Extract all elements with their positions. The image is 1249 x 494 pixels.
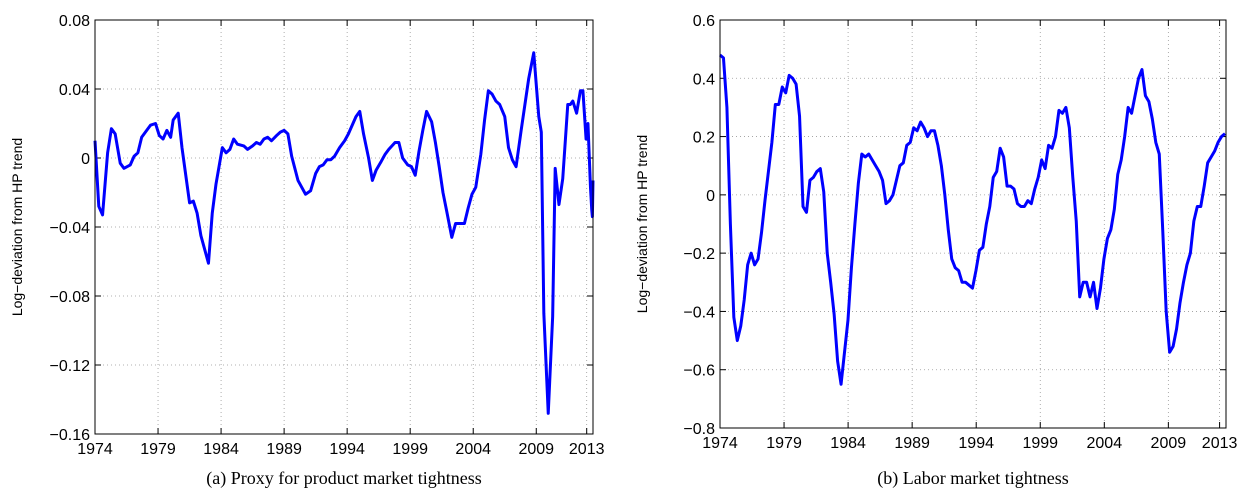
x-tick-label: 2004 [1087, 435, 1123, 452]
y-tick-label: −0.12 [50, 358, 91, 375]
y-tick-label: −0.04 [50, 220, 91, 237]
plot-frame [94, 19, 594, 435]
x-tick-label: 1994 [958, 435, 994, 452]
x-tick-label: 1989 [266, 441, 302, 458]
y-tick-label: −0.16 [50, 427, 91, 444]
x-tick-label: 1974 [702, 435, 738, 452]
x-tick-label: 1999 [1022, 435, 1058, 452]
y-tick-label: 0.4 [693, 71, 715, 88]
y-axis-label: Log−deviation from HP trend [9, 138, 25, 316]
y-tick-label: 0.2 [693, 130, 715, 147]
x-tick-label: 1984 [203, 441, 239, 458]
y-axis-label: Log−deviation from HP trend [634, 135, 650, 313]
x-tick-label: 1979 [766, 435, 802, 452]
y-tick-label: 0.04 [59, 82, 90, 99]
x-tick-label: 1989 [894, 435, 930, 452]
y-tick-label: −0.08 [50, 289, 91, 306]
x-tick-label: 2009 [518, 441, 554, 458]
x-tick-label: 1994 [329, 441, 365, 458]
y-tick-label: 0 [81, 151, 90, 168]
y-tick-label: −0.6 [683, 363, 715, 380]
caption: (b) Labor market tightness [877, 468, 1068, 489]
plot-frame [719, 19, 1227, 429]
y-tick-label: 0.08 [59, 13, 90, 30]
x-tick-label: 1974 [77, 441, 113, 458]
y-tick-label: 0 [706, 188, 715, 205]
x-tick-label: 1999 [392, 441, 428, 458]
x-tick-label: 1984 [830, 435, 866, 452]
caption: (a) Proxy for product market tightness [206, 468, 481, 489]
y-tick-label: 0.6 [693, 13, 715, 30]
x-tick-label: 1979 [140, 441, 176, 458]
y-tick-label: −0.8 [683, 421, 715, 438]
y-tick-label: −0.2 [683, 246, 715, 263]
x-tick-label: 2004 [455, 441, 491, 458]
data-line [93, 51, 595, 415]
x-tick-label: 2013 [1202, 435, 1238, 452]
x-tick-label: 2009 [1151, 435, 1187, 452]
y-tick-label: −0.4 [683, 304, 715, 321]
x-tick-label: 2013 [569, 441, 605, 458]
data-line [719, 53, 1226, 386]
